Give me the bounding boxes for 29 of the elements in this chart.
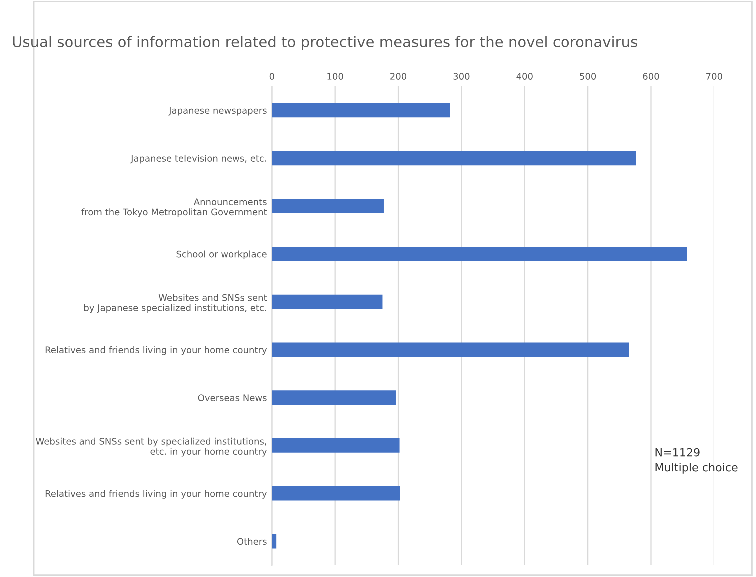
bar: [272, 246, 688, 262]
bar: [272, 342, 630, 358]
y-tick-label: Relatives and friends living in your home country: [46, 346, 268, 356]
y-tick-label: Websites and SNSs sent by specialized institutions, etc. in your home country: [36, 438, 268, 457]
annotation: N=1129 Multiple choice: [656, 448, 738, 474]
y-tick-label: Others: [237, 538, 267, 546]
bar: [272, 151, 636, 166]
bar: [272, 390, 396, 406]
bar: [272, 486, 400, 501]
bar: [272, 199, 384, 214]
x-tick-label: 700: [706, 73, 722, 80]
bar: [272, 294, 383, 310]
bar: [272, 103, 450, 118]
x-tick-label: 600: [643, 73, 660, 80]
y-tick-label: Websites and SNSs sent by Japanese specialized institutions, etc.: [84, 294, 268, 314]
y-tick-label: Japanese television news, etc.: [130, 154, 266, 164]
bar: [272, 438, 400, 453]
y-tick-label: Relatives and friends living in your home country: [46, 490, 268, 499]
x-tick-label: 100: [328, 73, 344, 80]
x-tick-label: 0: [270, 73, 274, 80]
y-tick-label: School or workplace: [176, 250, 267, 260]
x-tick-label: 400: [516, 73, 533, 80]
chart-title: Usual sources of information related to protective measures for the novel coronavirus: [13, 36, 638, 50]
y-tick-label: Japanese newspapers: [168, 107, 267, 116]
x-tick-label: 500: [580, 73, 596, 80]
y-tick-label: Announcements from the Tokyo Metropolitan Government: [82, 198, 268, 218]
x-tick-label: 300: [454, 73, 470, 80]
x-tick-label: 200: [390, 73, 407, 80]
y-tick-label: Overseas News: [198, 394, 267, 402]
